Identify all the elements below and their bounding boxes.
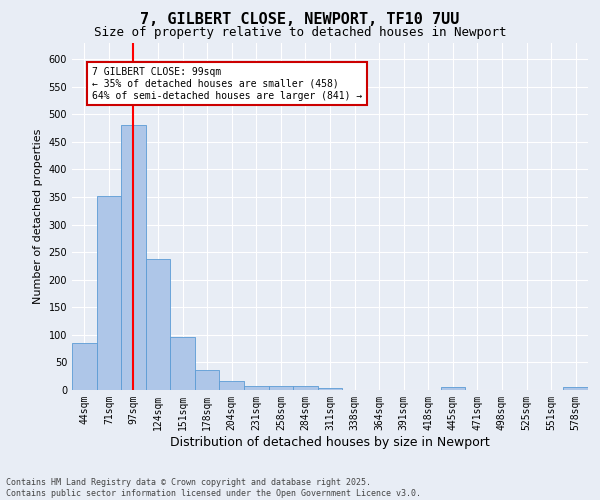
Bar (121, 125, 146, 390)
Bar (293, 386, 318, 390)
Text: Contains HM Land Registry data © Crown copyright and database right 2025.
Contai: Contains HM Land Registry data © Crown c… (6, 478, 421, 498)
Text: 7 GILBERT CLOSE: 99sqm
← 35% of detached houses are smaller (458)
64% of semi-de: 7 GILBERT CLOSE: 99sqm ← 35% of detached… (92, 68, 362, 100)
Text: 7, GILBERT CLOSE, NEWPORT, TF10 7UU: 7, GILBERT CLOSE, NEWPORT, TF10 7UU (140, 12, 460, 28)
Bar (170, 337, 195, 390)
Bar (195, 370, 220, 390)
Bar (244, 386, 269, 390)
Bar (318, 388, 342, 390)
Bar (97, 196, 121, 390)
Bar (72, 343, 97, 390)
Text: Size of property relative to detached houses in Newport: Size of property relative to detached ho… (94, 26, 506, 39)
Y-axis label: Number of detached properties: Number of detached properties (33, 128, 43, 304)
Bar (146, 260, 170, 390)
Bar (269, 386, 293, 390)
Bar (220, 381, 244, 390)
Bar (563, 387, 588, 390)
Bar (440, 387, 465, 390)
X-axis label: Distribution of detached houses by size in Newport: Distribution of detached houses by size … (170, 436, 490, 448)
